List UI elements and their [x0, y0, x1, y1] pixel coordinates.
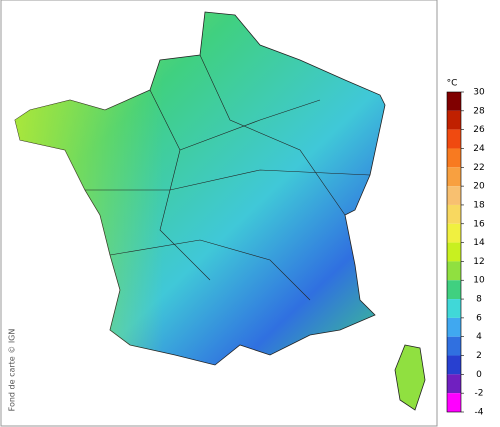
- map-france: [14, 11, 426, 411]
- legend-tick-label: 2: [476, 351, 482, 361]
- legend-segment: [447, 204, 461, 224]
- legend-segment: [447, 223, 461, 243]
- legend-tick-label: 22: [473, 163, 484, 173]
- legend-segment: [447, 393, 461, 412]
- legend-segment: [447, 336, 461, 356]
- legend-tick-label: -2: [475, 389, 484, 399]
- legend-tick-label: 6: [476, 313, 482, 323]
- legend-unit: °C: [447, 79, 458, 89]
- legend-segment: [447, 92, 461, 111]
- legend-segment: [447, 280, 461, 300]
- legend-tick-label: 30: [473, 88, 485, 98]
- legend-segment: [447, 299, 461, 318]
- legend-segment: [447, 148, 461, 168]
- legend-tick-label: 10: [473, 276, 485, 286]
- legend-tick-label: 26: [473, 125, 485, 135]
- legend-segment: [447, 129, 461, 149]
- legend-tick-label: 12: [473, 257, 484, 267]
- legend-tick-label: 28: [473, 106, 485, 116]
- legend-segment: [447, 261, 461, 281]
- legend-segment: [447, 355, 461, 375]
- legend-segment: [447, 317, 461, 337]
- legend-segment: [447, 167, 461, 187]
- legend-tick-label: 18: [473, 200, 485, 210]
- legend-tick-label: 4: [476, 332, 482, 342]
- legend-segment: [447, 110, 461, 130]
- map-credit: Fond de carte © IGN: [8, 329, 17, 412]
- legend-tick-label: 0: [476, 370, 482, 380]
- mainland-shade: [15, 12, 385, 365]
- legend-frame: [446, 91, 462, 413]
- legend-tick-label: 16: [473, 219, 485, 229]
- legend-tick-label: 20: [473, 182, 485, 192]
- corsica: [394, 344, 426, 411]
- department-borders: [85, 54, 371, 301]
- legend-segment: [447, 186, 461, 205]
- legend-segment: [447, 374, 461, 394]
- legend-tick-label: -4: [475, 408, 484, 418]
- legend-segment: [447, 242, 461, 262]
- legend-tick-label: 8: [476, 295, 482, 305]
- map-frame: [0, 0, 438, 427]
- legend-tick-label: 24: [473, 144, 485, 154]
- legend-tick-label: 14: [473, 238, 485, 248]
